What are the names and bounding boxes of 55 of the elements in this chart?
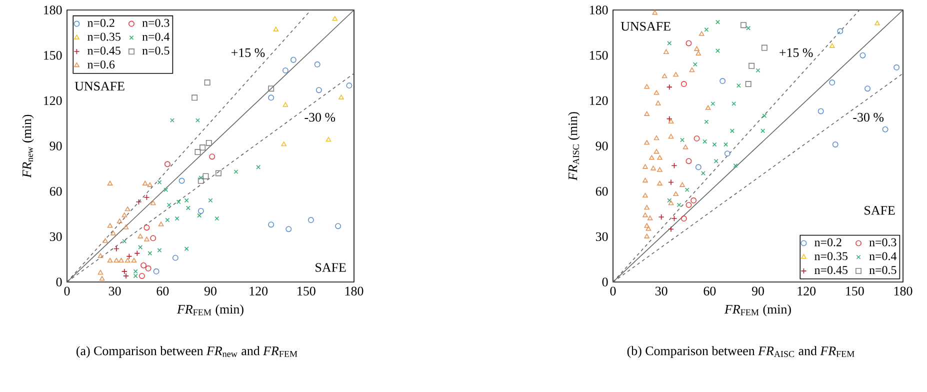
y-tick-label: 30 (596, 232, 608, 242)
x-tick-label: 120 (798, 286, 816, 296)
y-tick-label: 180 (590, 6, 608, 14)
x-tick-label: 30 (108, 286, 121, 296)
text: (a) Comparison between FR$_{new}$ and FR$_{FEM}$ (76, 346, 298, 358)
y-tick-label: 60 (50, 186, 62, 196)
series-label: +15 % (780, 48, 813, 58)
annotation: SAFE (316, 263, 346, 272)
y-tick-label: 180 (44, 6, 62, 14)
x-tick-label: 120 (250, 286, 268, 296)
y-tick-label: 150 (590, 50, 608, 60)
annotation: UNSAFE (74, 82, 124, 91)
legend-label: n=0.5 (142, 46, 170, 55)
y-tick-label: 90 (50, 142, 62, 150)
annotation: UNSAFE (620, 22, 670, 31)
series-label: -30 % (853, 112, 884, 122)
x-tick-label: 180 (345, 286, 364, 296)
x-tick-label: 180 (894, 286, 912, 296)
annotation: SAFE (864, 206, 895, 215)
x-tick-label: 30 (655, 286, 668, 296)
y-axis-title: FR$_{new}$ (min) (22, 114, 34, 178)
legend-label: n=0.45 (88, 46, 120, 55)
y-tick-label: 60 (596, 186, 608, 196)
legend-label: n=0.45 (814, 266, 848, 274)
y-tick-label: 30 (50, 232, 62, 242)
legend-label: n=0.2 (814, 238, 842, 246)
legend-label: n=0.2 (88, 18, 114, 27)
text: (b) Comparison between FR$_{AISC}$ and FR$_{FEM}$ (627, 346, 854, 358)
legend-label: n=0.6 (88, 60, 115, 69)
y-tick-label: 90 (596, 142, 608, 150)
x-axis-title: FR$_{FEM}$ (min) (176, 304, 244, 316)
y-tick-label: 0 (56, 278, 62, 286)
legend-label: n=0.35 (88, 32, 120, 41)
x-tick-label: 150 (846, 286, 864, 296)
x-tick-label: 60 (156, 286, 169, 296)
y-tick-label: 0 (602, 278, 608, 286)
legend-label: n=0.4 (142, 32, 170, 41)
y-axis-title: FR$_{AISC}$ (min) (568, 112, 580, 181)
series-label: +15 % (232, 48, 265, 58)
x-tick-label: 60 (704, 286, 716, 296)
y-tick-label: 120 (590, 96, 608, 106)
legend-label: n=0.35 (814, 252, 848, 260)
y-tick-label: 150 (44, 50, 62, 60)
y-tick-label: 120 (44, 96, 62, 106)
x-tick-label: 90 (752, 286, 764, 296)
series-label: -30 % (304, 112, 336, 122)
legend-label: n=0.3 (142, 18, 170, 27)
legend-label: n=0.5 (869, 266, 896, 274)
x-tick-label: 90 (204, 286, 216, 296)
x-axis-title: FR$_{FEM}$ (min) (724, 304, 791, 316)
x-tick-label: 0 (64, 286, 70, 296)
x-tick-label: 150 (298, 286, 316, 296)
x-tick-label: 0 (610, 286, 616, 296)
legend-label: n=0.3 (869, 238, 896, 246)
legend-label: n=0.4 (869, 252, 897, 260)
